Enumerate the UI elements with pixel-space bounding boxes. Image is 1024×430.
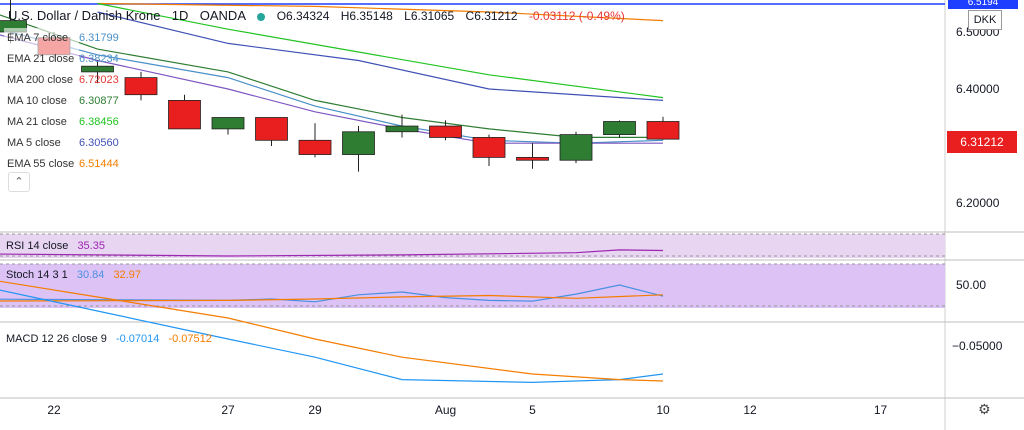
candle-body (646, 121, 680, 140)
signal-value: -0.07512 (168, 333, 212, 345)
macd-line (0, 289, 664, 384)
candle-body (429, 125, 462, 138)
indicator-name: EMA 55 close (4, 154, 79, 175)
indicator-row[interactable]: MA 21 close 6.38456 (4, 112, 119, 133)
candle-body (342, 131, 375, 155)
stoch-d-value: 32.97 (113, 269, 141, 281)
indicator-row[interactable]: EMA 21 close 6.38234 (4, 49, 119, 70)
ma21-line (97, 2, 664, 99)
rsi-legend[interactable]: RSI 14 close 35.35 (6, 240, 111, 252)
high-price-tag: 6.5194 (948, 0, 1018, 9)
source-label: OANDA (199, 8, 246, 23)
candle-body (211, 117, 245, 130)
close-value: C6.31212 (465, 9, 518, 23)
stoch-label: Stoch 14 3 1 (6, 269, 68, 281)
rsi-value: 35.35 (77, 240, 105, 252)
last-price-tag: 6.31212 (947, 131, 1017, 153)
y-tick-label: 6.40000 (956, 82, 1000, 96)
macd-label: MACD 12 26 close 9 (6, 333, 107, 345)
ema55-line (97, 2, 664, 22)
x-tick-label: 29 (308, 403, 322, 417)
stoch-legend[interactable]: Stoch 14 3 1 30.84 32.97 (6, 269, 147, 281)
stoch-tick-label: 50.00 (956, 278, 986, 292)
x-tick-label: 27 (221, 403, 235, 417)
indicator-value: 6.72023 (79, 74, 119, 86)
stoch-k-value: 30.84 (76, 269, 105, 281)
open-value: O6.34324 (276, 9, 330, 23)
indicator-row[interactable]: EMA 7 close 6.31799 (4, 28, 119, 49)
x-tick-label: 10 (656, 403, 670, 417)
symbol-title[interactable]: U.S. Dollar / Danish Krone (8, 8, 161, 23)
indicator-value: 6.30877 (79, 95, 119, 107)
candle-body (472, 137, 506, 158)
stoch-d-line (0, 294, 664, 302)
indicator-row[interactable]: EMA 55 close 6.51444 (4, 154, 119, 175)
interval-label[interactable]: 1D (171, 8, 189, 23)
indicator-name: MA 5 close (4, 133, 79, 154)
indicator-legend: EMA 7 close 6.31799 EMA 21 close 6.38234 MA … (4, 28, 119, 175)
indicator-row[interactable]: MA 10 close 6.30877 (4, 91, 119, 112)
indicator-name: MA 21 close (4, 112, 79, 133)
indicator-row[interactable]: MA 5 close 6.30560 (4, 133, 119, 154)
market-status-icon (257, 12, 266, 21)
indicator-name: EMA 7 close (4, 28, 79, 49)
candle-body (298, 139, 332, 155)
ema21-line (97, 11, 664, 101)
candle-body (385, 125, 419, 133)
low-value: L6.31065 (404, 9, 455, 23)
y-tick-label: 6.20000 (956, 196, 1000, 210)
candle-body (559, 134, 593, 161)
candle-body (255, 117, 288, 141)
gear-icon[interactable]: ⚙ (978, 401, 991, 417)
x-tick-label: 12 (743, 403, 757, 417)
indicator-name: EMA 21 close (4, 49, 79, 70)
chart-header: U.S. Dollar / Danish Krone 1D OANDA O6.3… (8, 8, 625, 23)
macd-legend[interactable]: MACD 12 26 close 9 -0.07014 -0.07512 (6, 333, 218, 345)
indicator-value: 6.30560 (79, 137, 119, 149)
candle-body (168, 100, 201, 130)
change-value: -0.03112 (-0.49%) (528, 9, 625, 23)
x-tick-label: Aug (435, 403, 456, 417)
macd-value: -0.07014 (115, 333, 160, 345)
candle-body (603, 121, 636, 135)
indicator-value: 6.38456 (79, 116, 119, 128)
macd-tick-label: −0.05000 (952, 339, 1003, 353)
candle-body (516, 156, 549, 161)
indicator-value: 6.51444 (79, 158, 119, 170)
rsi-line (0, 249, 664, 257)
high-value: H6.35148 (340, 9, 393, 23)
indicator-value: 6.38234 (79, 53, 119, 65)
indicator-name: MA 10 close (4, 91, 79, 112)
indicator-row[interactable]: MA 200 close 6.72023 (4, 70, 119, 91)
candle-body (81, 65, 114, 73)
collapse-legend-button[interactable]: ⌃ (8, 172, 30, 192)
x-tick-label: 5 (529, 403, 536, 417)
x-tick-label: 17 (874, 403, 888, 417)
candle-body (124, 77, 158, 96)
indicator-value: 6.31799 (79, 32, 119, 44)
rsi-label: RSI 14 close (6, 240, 69, 252)
signal-line (0, 280, 664, 382)
currency-code[interactable]: DKK (968, 10, 1002, 30)
x-tick-label: 22 (47, 403, 61, 417)
indicator-name: MA 200 close (4, 70, 79, 91)
